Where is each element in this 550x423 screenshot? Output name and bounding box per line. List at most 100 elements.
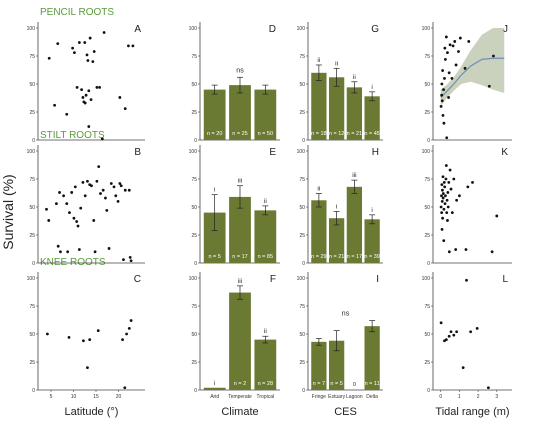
data-point — [447, 96, 450, 99]
panel-J: 0 25 50 75 100 J — [422, 22, 512, 144]
data-point — [442, 88, 445, 91]
data-point — [95, 179, 99, 183]
y-tick-label: 75 — [299, 54, 305, 60]
bar — [311, 341, 327, 390]
panel-B: 0 25 50 75 100 B — [27, 145, 145, 267]
y-tick-label: 100 — [27, 149, 36, 155]
panel-C: 0 25 50 75 100 C 5 10 15 20 — [27, 272, 145, 400]
significance-annotation: ns — [342, 311, 350, 318]
bar — [346, 186, 363, 263]
column-label: Tidal range (m) — [435, 406, 509, 418]
panel-D: 0 25 50 75 100 Dn = 20 n = 25 n = 50 ns — [189, 22, 280, 144]
data-point — [451, 44, 455, 48]
data-point — [463, 66, 467, 70]
data-point — [492, 54, 495, 58]
row-title: STILT ROOTS — [40, 130, 105, 141]
category-label: Delta — [366, 394, 378, 400]
data-point — [88, 338, 92, 341]
y-tick-label: 75 — [424, 54, 430, 60]
y-tick-label: 25 — [424, 360, 430, 366]
data-point — [465, 278, 468, 282]
data-point — [441, 216, 445, 220]
data-point — [76, 224, 80, 228]
bar — [328, 77, 345, 140]
data-point — [444, 57, 447, 61]
y-tick-label: 100 — [422, 276, 431, 282]
y-tick-label: 100 — [297, 276, 306, 282]
trend-line — [440, 57, 505, 98]
y-tick-label: 25 — [191, 110, 197, 116]
y-tick-label: 0 — [302, 261, 305, 267]
y-tick-label: 50 — [299, 205, 305, 211]
data-point — [121, 338, 124, 341]
data-point — [440, 228, 444, 231]
data-point — [129, 259, 133, 263]
data-point — [439, 321, 443, 325]
data-point — [131, 44, 135, 48]
data-point — [73, 185, 77, 189]
column-labels: Latitude (°) Climate CES Tidal range (m) — [65, 406, 510, 418]
data-point — [122, 258, 125, 262]
data-point — [443, 46, 447, 50]
data-point — [118, 182, 122, 185]
data-point — [75, 220, 79, 223]
data-point — [439, 105, 443, 108]
y-tick-label: 0 — [194, 138, 197, 144]
bar — [311, 72, 327, 140]
significance-letter: i — [371, 207, 372, 214]
data-point — [128, 256, 132, 259]
significance-letter: i — [214, 380, 215, 387]
data-point — [67, 335, 71, 339]
significance-letter: ii — [264, 198, 267, 205]
y-tick-label: 75 — [191, 304, 197, 310]
data-point — [125, 332, 128, 336]
bar — [203, 89, 226, 140]
y-tick-label: 75 — [191, 177, 197, 183]
data-point — [87, 125, 91, 128]
data-point — [446, 191, 450, 194]
panel-letter: D — [269, 24, 276, 35]
data-point — [97, 165, 101, 169]
data-point — [81, 180, 85, 184]
data-point — [127, 188, 131, 192]
data-point — [441, 196, 445, 200]
x-tick-label: 0 — [439, 394, 442, 400]
data-point — [114, 194, 118, 198]
data-point — [452, 177, 456, 181]
data-point — [86, 366, 89, 369]
y-tick-label: 50 — [29, 332, 35, 338]
data-point — [55, 202, 58, 206]
panel-G: 0 25 50 75 100 Gii n = 18 ii n = 12 ii n = 21 i n = … — [297, 22, 383, 144]
y-tick-label: 50 — [29, 205, 35, 211]
bar — [328, 218, 345, 263]
data-point — [45, 207, 48, 211]
significance-letter: i — [371, 84, 372, 91]
significance-letter: iii — [238, 178, 242, 185]
data-point — [444, 164, 448, 167]
y-tick-label: 0 — [194, 388, 197, 394]
data-point — [495, 214, 499, 218]
bar — [364, 326, 380, 390]
data-point — [441, 192, 445, 195]
data-point — [123, 386, 127, 390]
data-point — [58, 191, 61, 194]
y-tick-label: 0 — [302, 388, 305, 394]
data-point — [447, 71, 451, 75]
y-tick-label: 0 — [32, 388, 35, 394]
data-point — [112, 185, 116, 189]
y-tick-label: 25 — [299, 110, 305, 116]
y-tick-label: 75 — [29, 177, 35, 183]
x-tick-label: 3 — [495, 394, 498, 400]
panel-letter: H — [372, 147, 379, 158]
data-point — [84, 93, 88, 97]
data-point — [440, 194, 443, 198]
data-point — [442, 207, 446, 211]
data-point — [95, 85, 99, 89]
data-point — [59, 250, 62, 254]
y-tick-label: 100 — [422, 149, 431, 155]
data-point — [449, 330, 453, 334]
data-point — [72, 216, 76, 220]
data-point — [105, 208, 109, 212]
data-point — [440, 82, 444, 86]
data-point — [75, 85, 79, 89]
